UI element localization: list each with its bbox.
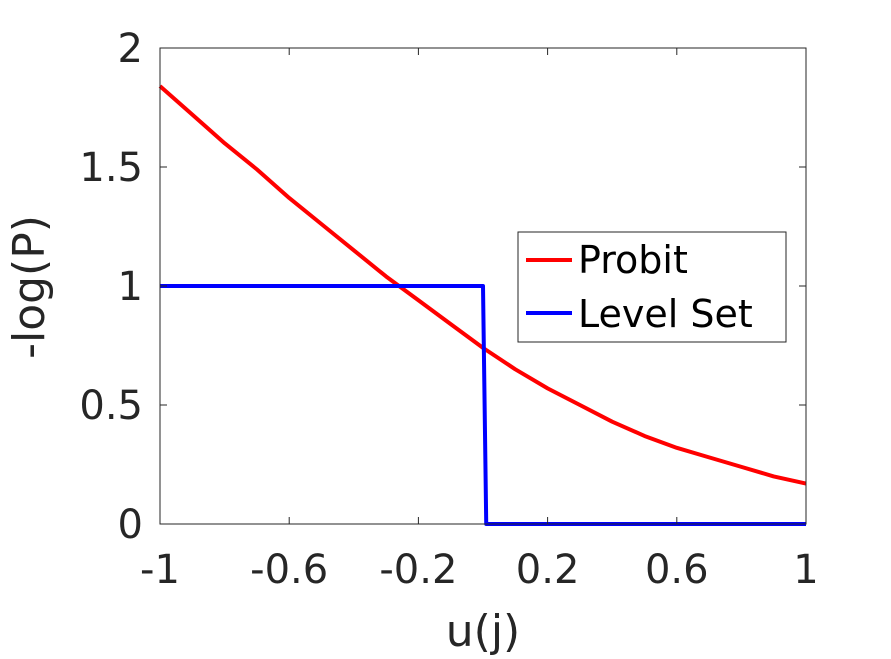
y-tick-label: 1.5 bbox=[79, 145, 143, 191]
x-tick-label: 0.6 bbox=[645, 547, 709, 593]
ticks-layer bbox=[159, 47, 807, 525]
legend-label-probit: Probit bbox=[578, 238, 688, 282]
x-tick-label: 1 bbox=[793, 547, 818, 593]
legend: Probit Level Set bbox=[517, 231, 787, 343]
y-tick-label: 0.5 bbox=[79, 383, 143, 429]
x-tick-label: -0.6 bbox=[250, 547, 328, 593]
x-tick-labels: -1 -0.6 -0.2 0.2 0.6 1 bbox=[140, 547, 819, 593]
y-tick-labels: 0 0.5 1 1.5 2 bbox=[79, 26, 143, 548]
x-tick-label: -1 bbox=[140, 547, 180, 593]
legend-label-level-set: Level Set bbox=[578, 292, 753, 336]
x-tick-label: 0.2 bbox=[516, 547, 580, 593]
legend-box bbox=[517, 231, 787, 343]
x-tick-label: -0.2 bbox=[379, 547, 457, 593]
y-tick-label: 1 bbox=[118, 264, 143, 310]
x-axis-label: u(j) bbox=[446, 606, 520, 657]
y-tick-label: 2 bbox=[118, 26, 143, 72]
y-axis-label: -log(P) bbox=[4, 215, 55, 359]
y-tick-label: 0 bbox=[118, 502, 143, 548]
